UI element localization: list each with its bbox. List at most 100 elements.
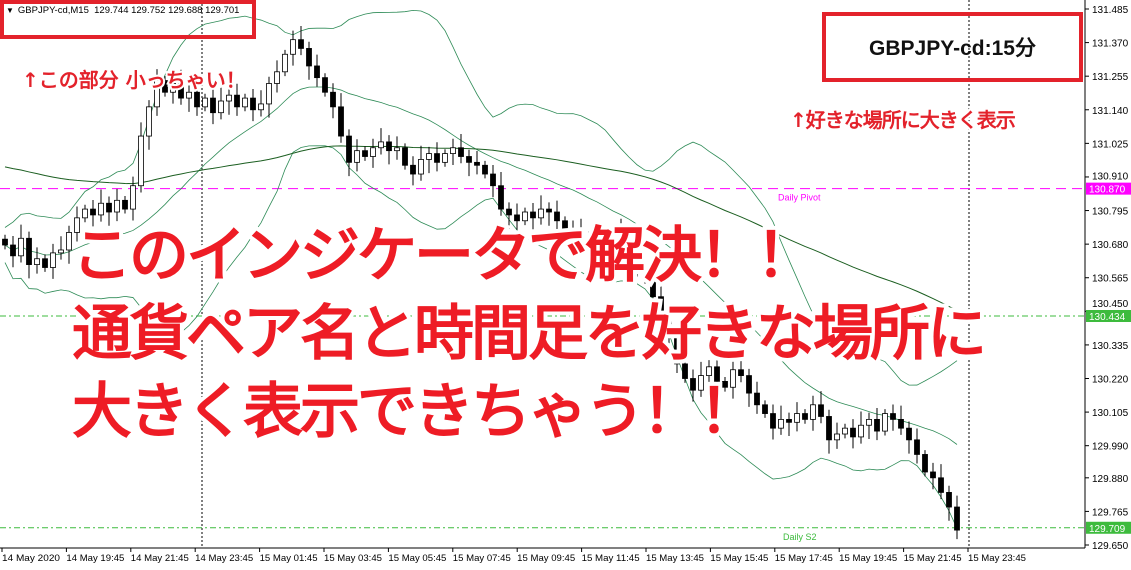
candle-body <box>42 258 48 268</box>
candle-body <box>898 418 904 429</box>
y-tick-label: 130.450 <box>1092 299 1129 310</box>
candle-body <box>722 381 728 388</box>
candle-body <box>818 404 824 417</box>
y-tick-label: 130.565 <box>1092 274 1129 285</box>
candle-body <box>50 252 56 268</box>
candle-body <box>474 161 480 166</box>
candle-body <box>562 220 568 230</box>
candle-body <box>178 83 184 99</box>
candle-body <box>2 238 8 246</box>
candle-body <box>946 492 952 508</box>
candle-body <box>810 404 816 420</box>
level-price-label: 129.709 <box>1089 524 1126 535</box>
candle-body <box>90 208 96 216</box>
candle-body <box>426 153 432 160</box>
candle-body <box>370 147 376 157</box>
candle-body <box>314 65 320 79</box>
candle-body <box>226 94 232 102</box>
candle-body <box>146 106 152 137</box>
candle-body <box>362 150 368 157</box>
candle-body <box>386 141 392 152</box>
dropdown-triangle-icon[interactable]: ▼ <box>6 6 14 15</box>
ohlc-values: 129.744 129.752 129.688 129.701 <box>94 5 240 16</box>
candle-body <box>162 80 168 93</box>
candle-body <box>754 392 760 406</box>
candle-body <box>378 141 384 149</box>
candle-body <box>730 369 736 388</box>
candle-body <box>882 413 888 432</box>
candle-body <box>874 418 880 432</box>
y-tick-label: 129.990 <box>1092 442 1129 453</box>
symbol-label-box <box>822 12 1083 82</box>
level-name: Daily Pivot <box>778 193 821 203</box>
y-tick-label: 129.650 <box>1092 541 1129 552</box>
candle-body <box>346 135 352 163</box>
candle-body <box>834 433 840 441</box>
candle-body <box>954 506 960 531</box>
x-tick-label: 15 May 19:45 <box>839 553 897 564</box>
candle-body <box>138 135 144 187</box>
candle-body <box>850 427 856 438</box>
candle-body <box>106 202 112 213</box>
x-tick-label: 14 May 21:45 <box>131 553 189 564</box>
candle-body <box>202 97 208 108</box>
candle-body <box>522 211 528 222</box>
candle-body <box>674 337 680 365</box>
candle-body <box>866 418 872 426</box>
candle-body <box>290 39 296 55</box>
candle-body <box>58 249 64 254</box>
candle-body <box>354 150 360 163</box>
candle-body <box>706 366 712 376</box>
candle-body <box>482 164 488 175</box>
candle-body <box>66 232 72 251</box>
candle-body <box>338 106 344 137</box>
candle-body <box>938 477 944 493</box>
candle-body <box>330 91 336 108</box>
candle-body <box>578 232 584 239</box>
candle-body <box>658 296 664 318</box>
candle-body <box>130 185 136 210</box>
y-tick-label: 131.140 <box>1092 106 1129 117</box>
candle-body <box>250 97 256 111</box>
candle-body <box>114 199 120 213</box>
candle-body <box>418 159 424 175</box>
x-tick-label: 15 May 11:45 <box>582 553 640 564</box>
candle-body <box>746 375 752 394</box>
candle-body <box>506 208 512 216</box>
small-header-note: ↑この部分 小っちゃい！ <box>20 66 248 94</box>
candle-body <box>498 185 504 210</box>
candle-body <box>98 202 104 216</box>
candle-body <box>34 258 40 265</box>
candle-body <box>74 217 80 233</box>
y-tick-label: 129.765 <box>1092 507 1129 518</box>
placement-note: ↑好きな場所に大きく表示 <box>788 106 1018 134</box>
candle-body <box>242 97 248 108</box>
candle-body <box>642 267 648 280</box>
candle-body <box>186 91 192 99</box>
candle-body <box>274 71 280 84</box>
symbol-large-label: GBPJPY-cd:15分 <box>869 37 1036 60</box>
y-tick-label: 131.025 <box>1092 139 1129 150</box>
candle-body <box>842 427 848 435</box>
candle-body <box>682 363 688 379</box>
y-tick-label: 130.795 <box>1092 207 1129 218</box>
candle-body <box>778 418 784 429</box>
candle-body <box>922 454 928 473</box>
y-tick-label: 131.255 <box>1092 72 1129 83</box>
candle-body <box>402 147 408 166</box>
candle-body <box>82 208 88 219</box>
candle-body <box>930 471 936 479</box>
candle-body <box>450 147 456 154</box>
candle-body <box>458 147 464 157</box>
y-tick-label: 131.485 <box>1092 5 1129 16</box>
x-tick-label: 15 May 17:45 <box>775 553 833 564</box>
candle-body <box>714 366 720 382</box>
level-price-label: 130.870 <box>1089 185 1126 196</box>
bollinger-lower <box>4 145 958 529</box>
candle-body <box>26 237 32 265</box>
candle-body <box>906 427 912 441</box>
x-tick-label: 15 May 03:45 <box>324 553 382 564</box>
candle-body <box>394 147 400 152</box>
x-tick-label: 15 May 01:45 <box>260 553 318 564</box>
